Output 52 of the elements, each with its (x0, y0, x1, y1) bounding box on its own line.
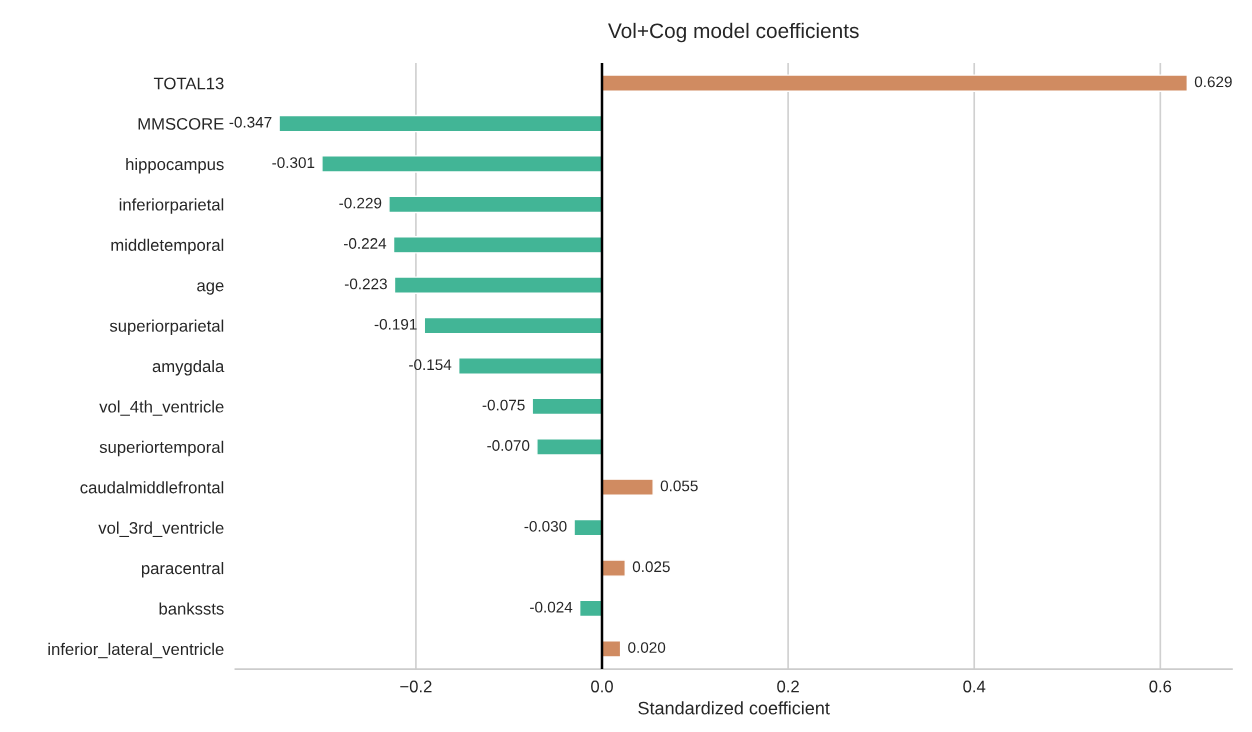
bar (321, 155, 603, 173)
x-tick-label: 0.0 (591, 680, 613, 693)
y-tick-label: inferior_lateral_ventricle (48, 642, 224, 659)
data-label: -0.347 (229, 116, 272, 128)
data-label: -0.154 (409, 359, 452, 371)
y-tick-label: superiortemporal (99, 440, 224, 457)
y-tick-label: hippocampus (126, 157, 224, 174)
data-label: 0.020 (628, 642, 666, 653)
data-label: 0.025 (632, 561, 670, 573)
bar (578, 599, 603, 618)
data-label: -0.030 (524, 520, 567, 532)
data-label: -0.224 (343, 238, 387, 249)
chart-title: Vol+Cog model coefficients (608, 22, 859, 43)
data-label: -0.075 (482, 399, 525, 411)
data-label: -0.229 (339, 197, 382, 209)
y-tick-label: age (197, 282, 224, 295)
bar (278, 114, 603, 133)
y-tick-label: paracentral (141, 561, 224, 578)
bar (388, 195, 603, 214)
bar (573, 518, 603, 537)
bar (601, 640, 622, 658)
y-tick-label: caudalmiddlefrontal (80, 481, 224, 494)
bar (601, 74, 1188, 92)
bar (601, 478, 654, 496)
data-label: -0.191 (374, 318, 417, 330)
bar (601, 559, 626, 577)
y-tick-label: superiorparietal (109, 319, 224, 336)
data-label: -0.070 (487, 440, 530, 451)
x-tick-label: 0.6 (1149, 680, 1172, 693)
data-label: 0.629 (1194, 76, 1232, 88)
y-tick-label: vol_3rd_ventricle (98, 521, 224, 537)
bar (531, 397, 603, 416)
y-tick-label: amygdala (152, 359, 225, 376)
x-tick-label: −0.2 (400, 680, 432, 693)
y-tick-label: MMSCORE (138, 117, 224, 130)
bar (423, 316, 603, 335)
bar (392, 236, 603, 254)
data-label: -0.223 (344, 278, 387, 290)
data-label: 0.055 (660, 480, 698, 492)
data-label: -0.301 (272, 157, 315, 169)
x-axis-title: Standardized coefficient (638, 701, 830, 715)
x-tick-label: 0.4 (963, 680, 986, 693)
bar (536, 438, 603, 456)
y-tick-label: inferiorparietal (119, 198, 224, 214)
bar (458, 357, 603, 375)
y-tick-label: vol_4th_ventricle (99, 400, 224, 416)
y-tick-label: middletemporal (111, 238, 224, 255)
bar (393, 276, 603, 294)
y-tick-label: bankssts (159, 602, 224, 615)
data-label: -0.024 (530, 601, 573, 613)
x-tick-label: 0.2 (777, 680, 799, 693)
y-tick-label: TOTAL13 (153, 77, 224, 90)
